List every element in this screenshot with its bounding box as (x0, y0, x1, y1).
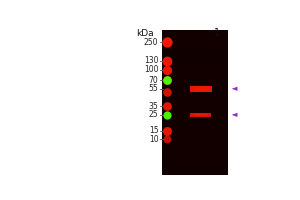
Bar (162, 121, 228, 139)
Text: kDa: kDa (136, 29, 153, 38)
Point (164, 68, 169, 72)
Point (164, 91, 169, 94)
Point (164, 79, 169, 82)
Point (164, 105, 169, 108)
Bar (162, 139, 228, 157)
Polygon shape (232, 113, 238, 117)
Text: 35: 35 (149, 102, 158, 111)
Point (164, 113, 169, 116)
Point (164, 138, 169, 141)
Bar (162, 157, 228, 175)
Bar (162, 84, 228, 103)
Polygon shape (232, 87, 238, 91)
Bar (162, 30, 228, 175)
Text: 250: 250 (144, 38, 158, 47)
Text: 130: 130 (144, 56, 158, 65)
Bar (197, 88, 206, 90)
Point (164, 41, 169, 44)
Bar (162, 103, 228, 121)
Point (164, 129, 169, 132)
Bar (190, 86, 212, 92)
Point (164, 59, 169, 62)
Bar (194, 87, 209, 91)
Text: 15: 15 (149, 126, 158, 135)
Bar (196, 114, 204, 116)
Text: 1: 1 (214, 28, 220, 38)
Bar (190, 113, 211, 117)
Text: 100: 100 (144, 65, 158, 74)
Bar (193, 113, 208, 116)
Text: 70: 70 (149, 76, 158, 85)
Bar (162, 30, 228, 48)
Text: 55: 55 (149, 84, 158, 93)
Point (164, 79, 169, 82)
Bar (162, 48, 228, 66)
Text: 25: 25 (149, 110, 158, 119)
Text: 10: 10 (149, 135, 158, 144)
Bar (162, 66, 228, 84)
